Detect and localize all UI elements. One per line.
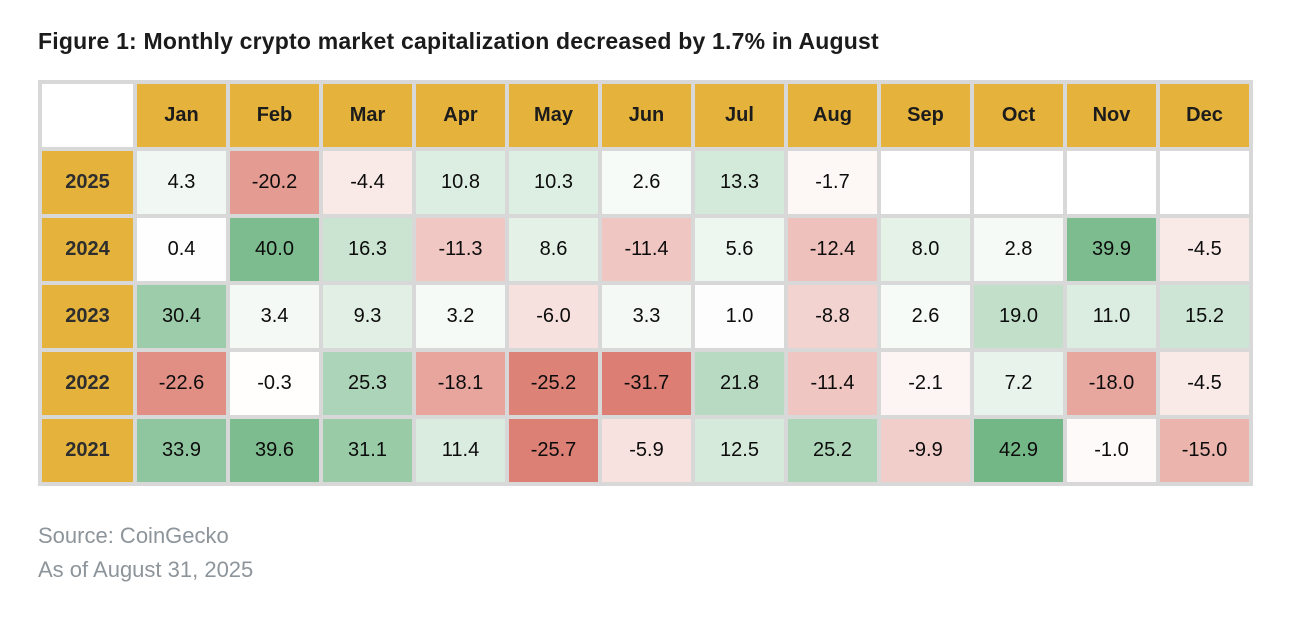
heatmap-cell: -11.4 bbox=[602, 218, 691, 281]
heatmap-cell bbox=[1160, 151, 1249, 214]
heatmap-cell: 2.8 bbox=[974, 218, 1063, 281]
heatmap-cell: -25.2 bbox=[509, 352, 598, 415]
heatmap-cell: -8.8 bbox=[788, 285, 877, 348]
year-header-2023: 2023 bbox=[42, 285, 133, 348]
source-text: Source: CoinGecko bbox=[38, 523, 229, 548]
heatmap-cell: -12.4 bbox=[788, 218, 877, 281]
heatmap-cell: 33.9 bbox=[137, 419, 226, 482]
table-row: 2024 0.4 40.0 16.3 -11.3 8.6 -11.4 5.6 -12.4 8.0 2… bbox=[42, 218, 1249, 281]
heatmap-cell: 25.2 bbox=[788, 419, 877, 482]
month-header-may: May bbox=[509, 84, 598, 147]
heatmap-cell: -18.0 bbox=[1067, 352, 1156, 415]
heatmap-cell: -20.2 bbox=[230, 151, 319, 214]
heatmap-cell: 7.2 bbox=[974, 352, 1063, 415]
month-header-jan: Jan bbox=[137, 84, 226, 147]
heatmap-cell: -18.1 bbox=[416, 352, 505, 415]
month-header-oct: Oct bbox=[974, 84, 1063, 147]
heatmap-cell: -4.5 bbox=[1160, 218, 1249, 281]
heatmap-cell: 0.4 bbox=[137, 218, 226, 281]
table-body: 2025 4.3 -20.2 -4.4 10.8 10.3 2.6 13.3 -1.7 2024 0… bbox=[42, 151, 1249, 482]
month-header-jul: Jul bbox=[695, 84, 784, 147]
table-row: 2022 -22.6 -0.3 25.3 -18.1 -25.2 -31.7 21.8 -11.… bbox=[42, 352, 1249, 415]
heatmap-cell: 8.6 bbox=[509, 218, 598, 281]
year-header-2022: 2022 bbox=[42, 352, 133, 415]
heatmap-cell: 10.8 bbox=[416, 151, 505, 214]
table-header: Jan Feb Mar Apr May Jun Jul Aug Sep Oct Nov Dec bbox=[42, 84, 1249, 147]
heatmap-cell: 2.6 bbox=[602, 151, 691, 214]
year-header-2025: 2025 bbox=[42, 151, 133, 214]
month-header-nov: Nov bbox=[1067, 84, 1156, 147]
heatmap-cell: 9.3 bbox=[323, 285, 412, 348]
heatmap-cell: 31.1 bbox=[323, 419, 412, 482]
heatmap-cell: 12.5 bbox=[695, 419, 784, 482]
heatmap-cell: -0.3 bbox=[230, 352, 319, 415]
heatmap-cell: 5.6 bbox=[695, 218, 784, 281]
heatmap-table: Jan Feb Mar Apr May Jun Jul Aug Sep Oct Nov Dec 202… bbox=[38, 80, 1253, 486]
table-row: 2025 4.3 -20.2 -4.4 10.8 10.3 2.6 13.3 -1.7 bbox=[42, 151, 1249, 214]
month-header-apr: Apr bbox=[416, 84, 505, 147]
heatmap-cell: 13.3 bbox=[695, 151, 784, 214]
heatmap-cell: 10.3 bbox=[509, 151, 598, 214]
month-header-sep: Sep bbox=[881, 84, 970, 147]
heatmap-cell: 11.0 bbox=[1067, 285, 1156, 348]
heatmap-cell: -1.0 bbox=[1067, 419, 1156, 482]
year-header-2024: 2024 bbox=[42, 218, 133, 281]
footer: Source: CoinGecko As of August 31, 2025 bbox=[38, 519, 1256, 587]
heatmap-cell: 2.6 bbox=[881, 285, 970, 348]
heatmap-cell bbox=[974, 151, 1063, 214]
heatmap-cell: 15.2 bbox=[1160, 285, 1249, 348]
heatmap-cell: -22.6 bbox=[137, 352, 226, 415]
as-of-text: As of August 31, 2025 bbox=[38, 557, 254, 582]
heatmap-cell: -5.9 bbox=[602, 419, 691, 482]
heatmap-cell bbox=[881, 151, 970, 214]
heatmap-cell: 21.8 bbox=[695, 352, 784, 415]
heatmap-cell: 3.2 bbox=[416, 285, 505, 348]
header-row: Jan Feb Mar Apr May Jun Jul Aug Sep Oct Nov Dec bbox=[42, 84, 1249, 147]
table-row: 2023 30.4 3.4 9.3 3.2 -6.0 3.3 1.0 -8.8 2.6 19.0 11… bbox=[42, 285, 1249, 348]
heatmap-cell: 1.0 bbox=[695, 285, 784, 348]
month-header-feb: Feb bbox=[230, 84, 319, 147]
heatmap-cell: -4.4 bbox=[323, 151, 412, 214]
heatmap-cell: 8.0 bbox=[881, 218, 970, 281]
month-header-aug: Aug bbox=[788, 84, 877, 147]
heatmap-cell: 19.0 bbox=[974, 285, 1063, 348]
heatmap-cell: -31.7 bbox=[602, 352, 691, 415]
heatmap-cell: 30.4 bbox=[137, 285, 226, 348]
heatmap-cell: 39.9 bbox=[1067, 218, 1156, 281]
heatmap-cell: 3.3 bbox=[602, 285, 691, 348]
year-header-2021: 2021 bbox=[42, 419, 133, 482]
heatmap-cell: -11.3 bbox=[416, 218, 505, 281]
heatmap-cell: -1.7 bbox=[788, 151, 877, 214]
heatmap-cell: -9.9 bbox=[881, 419, 970, 482]
heatmap-cell: -4.5 bbox=[1160, 352, 1249, 415]
heatmap-cell: 40.0 bbox=[230, 218, 319, 281]
month-header-jun: Jun bbox=[602, 84, 691, 147]
heatmap-cell: 39.6 bbox=[230, 419, 319, 482]
heatmap-cell: -11.4 bbox=[788, 352, 877, 415]
heatmap-cell: -15.0 bbox=[1160, 419, 1249, 482]
heatmap-cell: 4.3 bbox=[137, 151, 226, 214]
heatmap-cell: 16.3 bbox=[323, 218, 412, 281]
heatmap-cell: 11.4 bbox=[416, 419, 505, 482]
heatmap-cell: -25.7 bbox=[509, 419, 598, 482]
heatmap-cell bbox=[1067, 151, 1156, 214]
heatmap-cell: 25.3 bbox=[323, 352, 412, 415]
page: Figure 1: Monthly crypto market capitali… bbox=[38, 28, 1256, 587]
month-header-mar: Mar bbox=[323, 84, 412, 147]
heatmap-cell: 42.9 bbox=[974, 419, 1063, 482]
heatmap-cell: -6.0 bbox=[509, 285, 598, 348]
table-row: 2021 33.9 39.6 31.1 11.4 -25.7 -5.9 12.5 25.2 -9.… bbox=[42, 419, 1249, 482]
figure-title: Figure 1: Monthly crypto market capitali… bbox=[38, 28, 879, 54]
heatmap-cell: 3.4 bbox=[230, 285, 319, 348]
month-header-dec: Dec bbox=[1160, 84, 1249, 147]
heatmap-cell: -2.1 bbox=[881, 352, 970, 415]
corner-cell bbox=[42, 84, 133, 147]
